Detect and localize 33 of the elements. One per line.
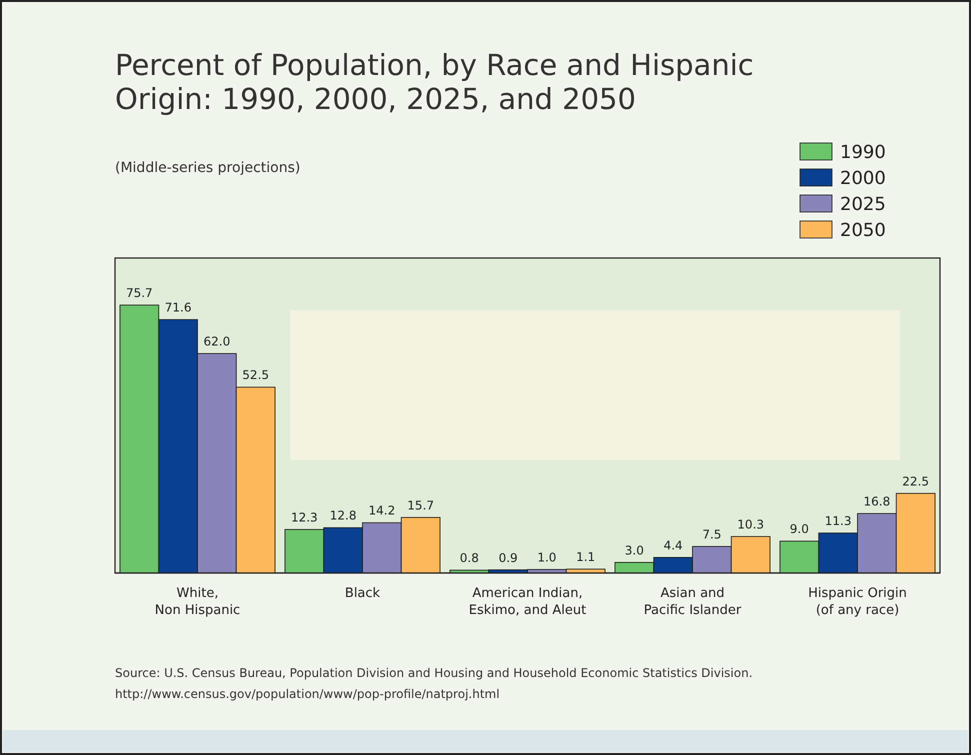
- data-label: 11.3: [824, 514, 852, 528]
- x-tick-label: Black: [344, 586, 381, 601]
- x-tick-label: American Indian, Eskimo, and Aleut: [468, 586, 586, 618]
- legend-label: 2050: [840, 220, 886, 241]
- data-label: 7.5: [702, 527, 722, 542]
- data-label: 16.8: [864, 494, 890, 509]
- x-tick-label: White, Non Hispanic: [154, 586, 240, 618]
- data-label: 0.9: [498, 550, 518, 565]
- data-label: 52.5: [242, 368, 270, 382]
- legend-label: 2000: [840, 168, 886, 189]
- data-label: 1.1: [576, 550, 596, 564]
- x-tick-label: Hispanic Origin (of any race): [808, 586, 907, 618]
- chart-subtitle: (Middle-series projections): [115, 160, 300, 176]
- data-label: 4.4: [664, 538, 683, 552]
- data-label: 22.5: [902, 474, 930, 488]
- text: http://www.census.gov/population/www/pop-profile/natproj.html: [115, 687, 500, 701]
- data-label: 15.7: [407, 498, 434, 512]
- data-label: 1.0: [537, 550, 556, 564]
- source-note: Source: U.S. Census Bureau, Population Division and Housing and Household Economic Statistics Division.: [115, 666, 753, 680]
- data-label: 10.3: [737, 518, 764, 532]
- data-label: 0.8: [460, 551, 479, 566]
- data-label: 3.0: [624, 543, 644, 558]
- data-label: 12.3: [290, 510, 318, 524]
- data-label: 75.7: [126, 286, 153, 300]
- x-tick-label: Asian and Pacific Islander: [644, 586, 742, 618]
- data-label: 14.2: [368, 504, 396, 518]
- legend-label: 2025: [840, 194, 886, 215]
- legend-label: 1990: [840, 142, 886, 163]
- data-label: 9.0: [790, 522, 809, 536]
- chart-title: Percent of Population, by Race and Hispanic Origin: 1990, 2000, 2025, and 2050: [115, 48, 754, 116]
- data-label: 12.8: [330, 508, 356, 523]
- data-label: 62.0: [204, 334, 230, 349]
- data-label: 71.6: [164, 300, 192, 315]
